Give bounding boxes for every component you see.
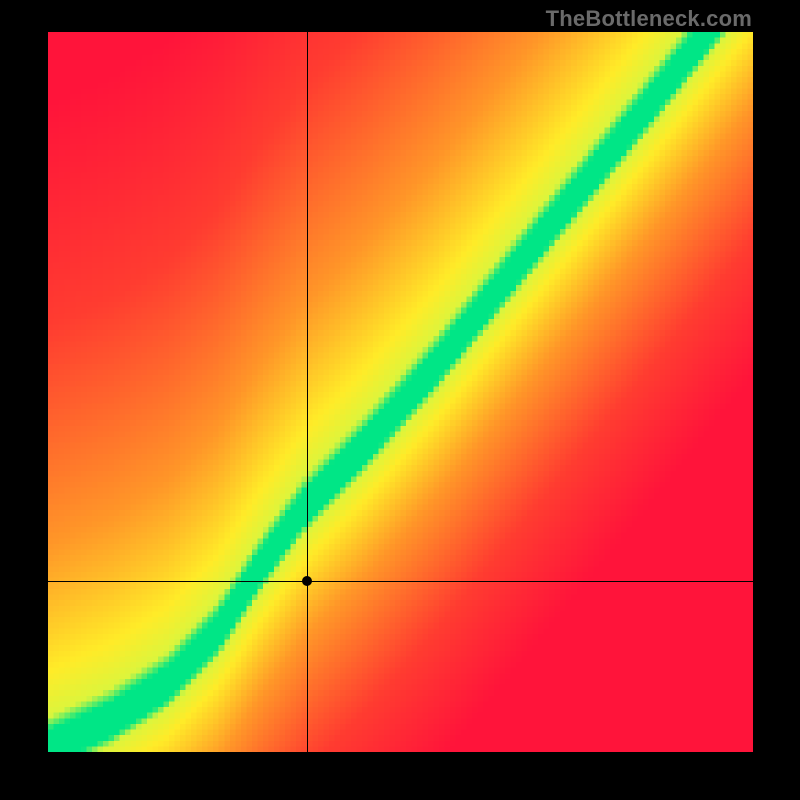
selection-marker <box>302 576 312 586</box>
heatmap-canvas <box>48 32 753 752</box>
crosshair-vertical <box>307 32 308 752</box>
watermark-text: TheBottleneck.com <box>546 6 752 32</box>
crosshair-horizontal <box>48 581 753 582</box>
heatmap-plot <box>48 32 753 752</box>
